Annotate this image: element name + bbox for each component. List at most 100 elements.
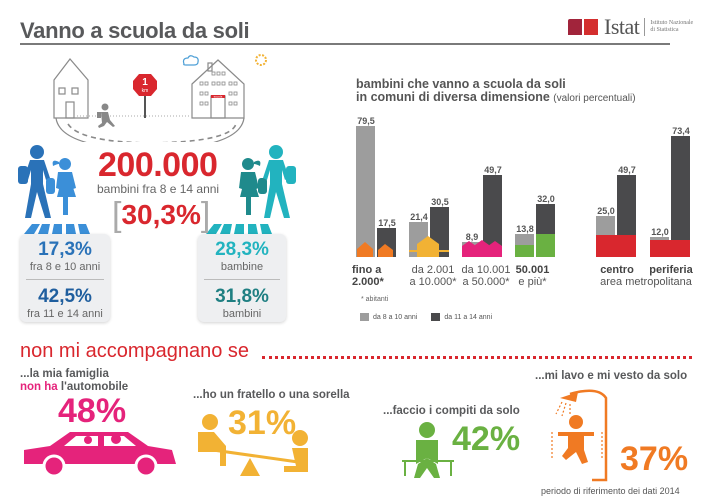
shower-icon [551, 389, 608, 482]
category-line1: fino a [352, 264, 382, 276]
reason-no-car-label: ...la mia famiglia non ha l'automobile [20, 368, 128, 394]
logo-subtitle-line1: Istituto Nazionale [650, 20, 694, 26]
reason-wash-dress-label: ...mi lavo e mi vesto da solo [535, 370, 688, 382]
gender-breakdown-card: 28,3% bambine 31,8% bambini [198, 234, 286, 322]
total-children-count: 200.000 [98, 146, 218, 184]
category-label: da 2.001 a 10.000* [403, 264, 463, 288]
bar-value: 49,7 [484, 165, 502, 175]
crosswalk-icon [24, 224, 90, 234]
student-desk-icon [402, 422, 454, 478]
metro-group-label: area metropolitana [600, 276, 692, 288]
reason-sibling-label: ...ho un fratello o una sorella [193, 389, 350, 401]
distance-sign-icon [133, 74, 157, 96]
category-line1: periferia [649, 264, 693, 276]
logo-wordmark: Istat [604, 14, 640, 39]
age-breakdown-card: 17,3% fra 8 e 10 anni 42,5% fra 11 e 14 … [20, 234, 110, 322]
logo-subtitle: Istituto Nazionale di Statistica [650, 20, 693, 34]
school-sign [211, 95, 225, 98]
chart-legend: da 8 a 10 anni da 11 a 14 anni [360, 313, 492, 321]
logo-separator [644, 18, 646, 36]
reason-no-car-rest: l'automobile [57, 381, 129, 393]
category-label: periferia [644, 264, 698, 276]
reason-homework-label: ...faccio i compiti da solo [383, 405, 520, 417]
bar-11-14-10001-50000 [483, 175, 502, 257]
metro-buildings-icon [650, 240, 690, 257]
reason-no-car-pct: 48% [58, 392, 127, 430]
bracket-open: [ [112, 196, 122, 234]
legend-swatch-8-10 [360, 313, 369, 321]
reason-wash-dress-pct: 37% [620, 440, 689, 478]
bar-value: 30,5 [431, 197, 449, 207]
data-reference-period: periodo di riferimento dei dati 2014 [541, 486, 680, 496]
total-percentage-value: 30,3% [121, 199, 201, 230]
category-line1: centro [600, 264, 634, 276]
bar-value: 73,4 [672, 126, 690, 136]
chart-title-line2: in comuni di diversa dimensione [356, 90, 550, 104]
chart-footnote: * abitanti [361, 296, 389, 303]
boys-pct: 31,8% [215, 286, 269, 307]
logo-mark-dark [568, 19, 582, 35]
istat-logo: Istat Istituto Nazionale di Statistica [568, 14, 693, 40]
bar-value: 49,7 [618, 165, 636, 175]
sun-icon [255, 54, 267, 66]
boys-label: bambini [222, 308, 262, 320]
total-percentage: [30,3%] [112, 196, 210, 235]
category-line2: a 50.000* [462, 276, 510, 288]
category-line1: 50.001 [515, 264, 550, 276]
category-line1: da 10.001 [461, 264, 511, 276]
age-8-10-label: fra 8 e 10 anni [29, 261, 101, 273]
category-label: da 10.001 a 50.000* [456, 264, 516, 288]
age-11-14-pct: 42,5% [38, 286, 92, 307]
bar-value: 13,8 [516, 224, 534, 234]
category-line2: e più* [518, 276, 547, 288]
legend-label-8-10: da 8 a 10 anni [373, 313, 418, 321]
reason-sibling-pct: 31% [228, 404, 297, 442]
city-building-icon [536, 234, 555, 257]
car-icon [24, 432, 176, 478]
age-8-10-pct: 17,3% [38, 239, 92, 260]
reason-no-car-highlight: non ha [20, 381, 58, 393]
category-label: centro [594, 264, 640, 276]
small-house-icon [357, 242, 393, 257]
category-line2: a 10.000* [409, 276, 457, 288]
category-label: fino a 2.000* [352, 264, 402, 288]
reasons-section-title: non mi accompagnano se [20, 340, 250, 362]
age-11-14-label: fra 11 e 14 anni [27, 308, 103, 320]
bar-8-10-fino-2000 [356, 126, 375, 257]
bracket-close: ] [200, 196, 211, 234]
reason-homework-pct: 42% [452, 420, 521, 458]
category-label: 50.001 e più* [510, 264, 555, 288]
kids-by-gender-illustration [206, 145, 296, 234]
legend-swatch-11-14 [431, 313, 441, 321]
logo-subtitle-line2: di Statistica [650, 27, 679, 33]
house-icon [53, 58, 89, 119]
school-label: scuola [214, 95, 223, 99]
metro-buildings-icon [596, 235, 636, 257]
distance-sign-unit: km [142, 88, 149, 94]
girls-pct: 28,3% [215, 239, 269, 260]
kids-by-age-illustration [18, 145, 90, 234]
chart-title-line1: bambini che vanno a scuola da soli [356, 77, 566, 91]
card-divider [26, 279, 104, 280]
bar-11-14-periferia [671, 136, 690, 257]
bar-value: 32,0 [537, 194, 555, 204]
card-divider [204, 279, 280, 280]
bar-value: 8,9 [465, 232, 479, 242]
section-dotted-rule [262, 356, 692, 359]
school-icon [191, 59, 245, 119]
legend-label-11-14: da 11 a 14 anni [444, 313, 493, 321]
row-houses-icon [462, 240, 502, 257]
bar-value: 17,5 [378, 218, 396, 228]
girls-label: bambine [220, 261, 264, 273]
home-to-school-illustration: scuola 1 km [53, 54, 267, 142]
bar-value: 79,5 [357, 116, 375, 126]
bar-value: 21,4 [410, 212, 428, 222]
page-title: Vanno a scuola da soli [20, 18, 250, 43]
total-children-label: bambini fra 8 e 14 anni [97, 182, 220, 196]
chart-title: bambini che vanno a scuola da soli in co… [356, 78, 636, 105]
title-divider [20, 43, 670, 45]
walking-child-icon [97, 103, 115, 128]
reason-no-car-line1: ...la mia famiglia [20, 368, 109, 380]
logo-mark-red [584, 19, 598, 35]
